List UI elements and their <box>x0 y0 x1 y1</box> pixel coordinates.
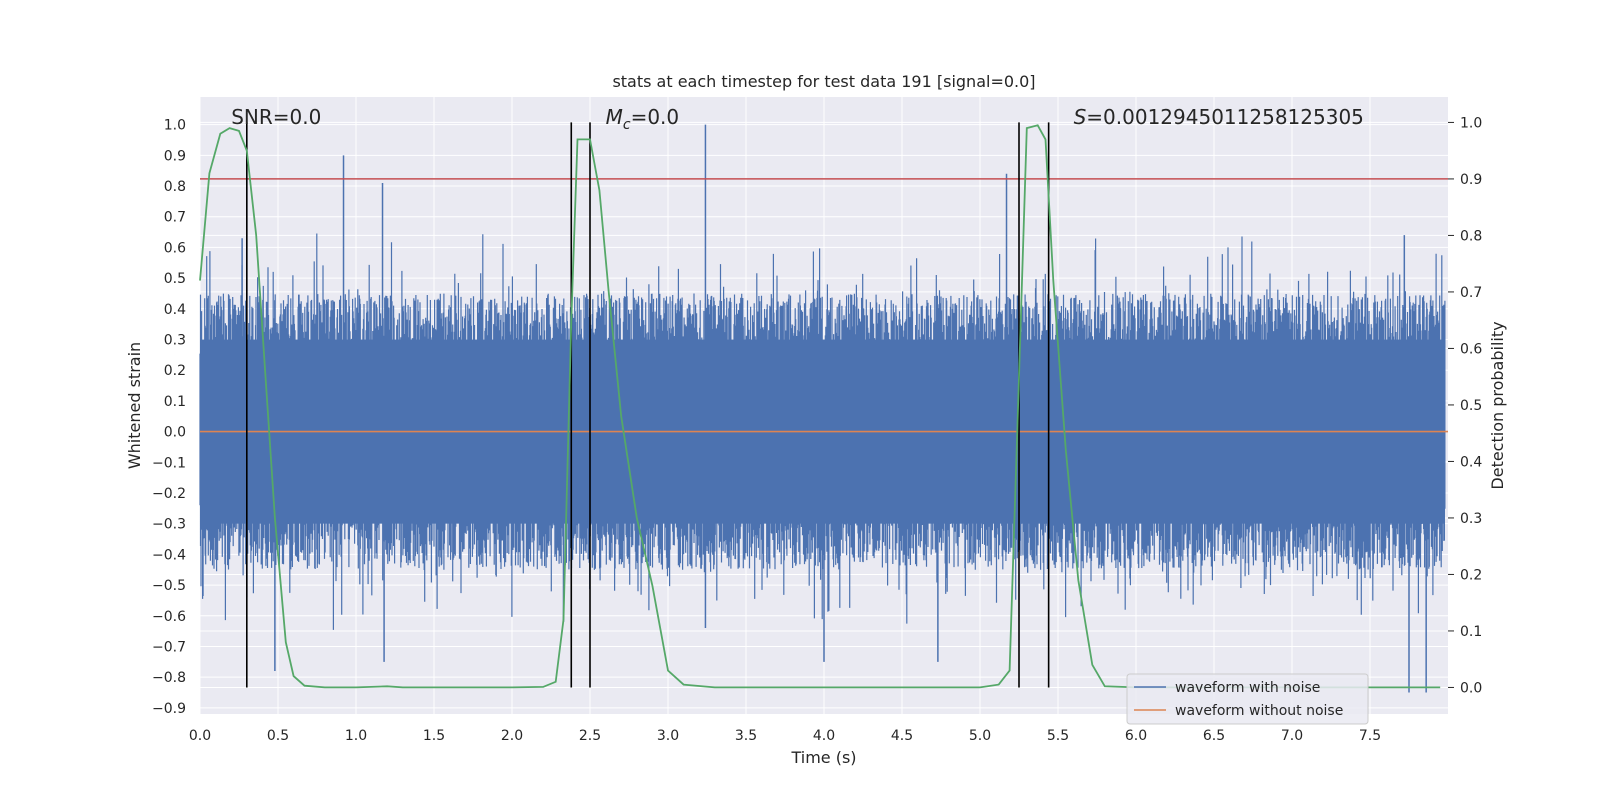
x-tick-label: 7.0 <box>1281 728 1303 744</box>
y2-tick-label: 0.6 <box>1460 341 1482 357</box>
y-tick-label: 0.8 <box>164 179 186 195</box>
score-value: =0.0012945011258125305 <box>1086 105 1364 129</box>
x-tick-label: 7.5 <box>1359 728 1381 744</box>
y-axis-label: Whitened strain <box>125 342 144 469</box>
y-tick-label: 0.3 <box>164 333 186 349</box>
x-tick-label: 1.5 <box>423 728 445 744</box>
snr-annotation: SNR=0.0 <box>231 105 321 129</box>
y-tick-label: 0.2 <box>164 363 186 379</box>
detection-probability-series <box>199 124 1441 689</box>
x-tick-label: 1.0 <box>345 728 367 744</box>
x-tick-label: 4.5 <box>891 728 913 744</box>
chirp-mass-annotation: Mc=0.0 <box>606 105 680 133</box>
chirp-mass-symbol: M <box>606 105 623 129</box>
x-tick-label: 6.0 <box>1125 728 1147 744</box>
y2-tick-label: 0.5 <box>1460 398 1482 414</box>
y2-tick-label: 0.2 <box>1460 567 1482 583</box>
y2-tick-label: 0.3 <box>1460 511 1482 527</box>
score-annotation: S=0.0012945011258125305 <box>1074 105 1364 129</box>
y-tick-label: −0.4 <box>152 547 186 563</box>
y-tick-label: −0.5 <box>152 578 186 594</box>
y2-tick-label: 0.1 <box>1460 624 1482 640</box>
x-tick-label: 5.5 <box>1047 728 1069 744</box>
x-tick-label: 3.0 <box>657 728 679 744</box>
score-symbol: S <box>1074 105 1087 129</box>
x-tick-label: 3.5 <box>735 728 757 744</box>
y-tick-label: 0.7 <box>164 210 186 226</box>
axis-ticks: 0.0 0.5 1.0 1.5 2.0 2.5 3.0 3.5 4.0 4.5 5.0 5.5 6.0 6… <box>152 115 1482 744</box>
y-tick-label: 0.5 <box>164 271 186 287</box>
legend-label-clean: waveform without noise <box>1175 703 1343 719</box>
y-tick-label: 0.1 <box>164 394 186 410</box>
x-tick-label: 0.0 <box>189 728 211 744</box>
chirp-mass-value: =0.0 <box>631 105 680 129</box>
x-tick-label: 4.0 <box>813 728 835 744</box>
x-tick-label: 2.5 <box>579 728 601 744</box>
legend: waveform with noise waveform without noi… <box>1126 673 1369 725</box>
y2-tick-label: 0.4 <box>1460 454 1482 470</box>
y-tick-label: −0.7 <box>152 639 186 655</box>
y-tick-label: 0.0 <box>164 425 186 441</box>
x-tick-label: 6.5 <box>1203 728 1225 744</box>
y-tick-label: 0.9 <box>164 148 186 164</box>
y-tick-label: 0.6 <box>164 240 186 256</box>
x-tick-label: 2.0 <box>501 728 523 744</box>
legend-label-noisy: waveform with noise <box>1175 680 1320 696</box>
x-tick-label: 5.0 <box>969 728 991 744</box>
y-tick-label: 1.0 <box>164 118 186 134</box>
y-tick-label: −0.2 <box>152 486 186 502</box>
chirp-mass-subscript: c <box>623 117 631 133</box>
y2-axis-label: Detection probability <box>1488 321 1507 489</box>
chart-title: stats at each timestep for test data 191… <box>612 72 1035 91</box>
y-tick-label: −0.1 <box>152 455 186 471</box>
y-tick-label: 0.4 <box>164 302 186 318</box>
vertical-markers <box>246 122 1050 688</box>
y2-tick-label: 1.0 <box>1460 115 1482 131</box>
y-tick-label: −0.9 <box>152 701 186 717</box>
legend-box <box>1126 673 1369 725</box>
y-tick-label: −0.8 <box>152 670 186 686</box>
y2-tick-label: 0.7 <box>1460 285 1482 301</box>
y-tick-label: −0.6 <box>152 609 186 625</box>
y2-tick-label: 0.8 <box>1460 228 1482 244</box>
x-axis-label: Time (s) <box>790 748 856 767</box>
x-tick-label: 0.5 <box>267 728 289 744</box>
y-tick-label: −0.3 <box>152 517 186 533</box>
y2-tick-label: 0.0 <box>1460 680 1482 696</box>
y2-tick-label: 0.9 <box>1460 172 1482 188</box>
